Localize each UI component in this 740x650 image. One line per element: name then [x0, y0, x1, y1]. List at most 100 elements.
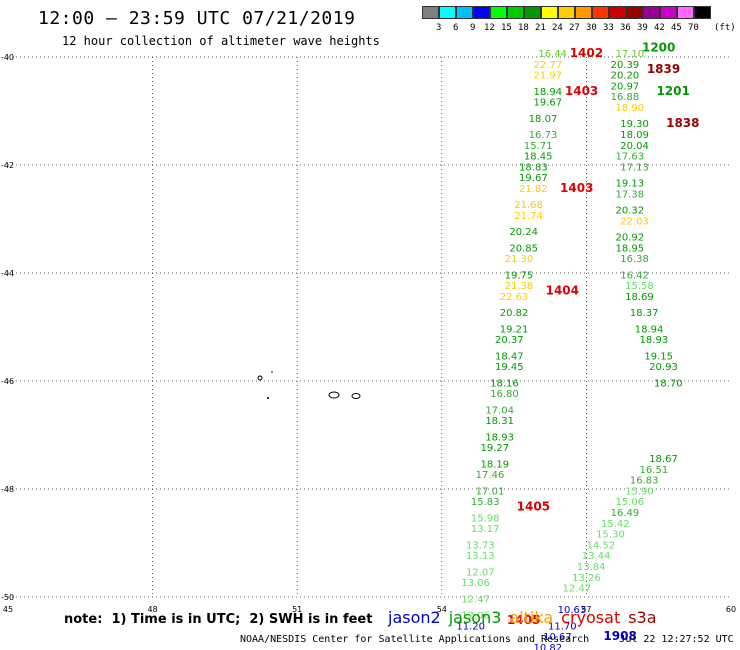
track-label: 18.47 [495, 351, 524, 362]
track-label: 22.77 [534, 60, 563, 71]
track-label: 20.85 [509, 243, 538, 254]
island-outline [328, 391, 340, 399]
track-label: 19.67 [534, 98, 563, 109]
colorbar-label: 36 [620, 23, 631, 33]
note-text: note: 1) Time is in UTC; 2) SWH is in fe… [64, 612, 373, 627]
colorbar-swatch [456, 6, 473, 19]
track-label: 18.19 [480, 459, 509, 470]
track-label: 10.63 [558, 605, 587, 616]
colorbar-label: 24 [552, 23, 563, 33]
track-label: 18.07 [529, 114, 558, 125]
x-tick-label: 45 [3, 605, 13, 614]
island-dot [267, 397, 269, 399]
track-label: 16.49 [611, 508, 640, 519]
y-tick-label: -42 [1, 161, 14, 170]
track-label: 13.44 [582, 551, 611, 562]
x-tick-label: 51 [292, 605, 302, 614]
colorbar-swatch [558, 6, 575, 19]
y-tick-label: -44 [1, 269, 14, 278]
track-label: 18.70 [654, 378, 683, 389]
island-dot [271, 371, 273, 373]
track-label: 15.98 [471, 513, 500, 524]
colorbar-swatch [592, 6, 609, 19]
track-label: 17.63 [615, 152, 644, 163]
track-label: 17.13 [620, 162, 649, 173]
y-tick-label: -46 [1, 377, 14, 386]
track-label: 16.44 [538, 49, 567, 60]
colorbar-swatch [626, 6, 643, 19]
track-label: 16.51 [640, 465, 669, 476]
track-label: 18.83 [519, 162, 548, 173]
track-label: 20.37 [495, 335, 524, 346]
track-label: 17.46 [476, 470, 505, 481]
satellite-legend-s3a: s3a [628, 608, 657, 627]
track-label: 14.52 [587, 540, 616, 551]
track-label: 17.38 [615, 189, 644, 200]
track-label: 21.74 [514, 211, 543, 222]
track-label: 16.88 [611, 92, 640, 103]
time-tag: 1838 [666, 116, 699, 130]
satellite-legend: jason2 jason3 altika cryosat s3a [388, 608, 665, 627]
track-label: 20.97 [611, 81, 640, 92]
y-tick-label: -48 [1, 485, 14, 494]
colorbar-swatch [439, 6, 456, 19]
colorbar-label: 30 [586, 23, 597, 33]
time-tag: 1908 [603, 629, 636, 643]
track-label: 18.31 [485, 416, 514, 427]
track-label: 18.95 [615, 243, 644, 254]
track-label: 12.07 [466, 567, 495, 578]
track-label: 12.06 [461, 611, 490, 622]
track-label: 22.63 [500, 292, 529, 303]
track-label: 18.45 [524, 152, 553, 163]
colorbar-swatch [660, 6, 677, 19]
track-label: 19.21 [500, 324, 529, 335]
track-label: 16.73 [529, 130, 558, 141]
colorbar-label: 6 [453, 23, 459, 33]
x-tick-label: 48 [148, 605, 158, 614]
colorbar-swatch [541, 6, 558, 19]
page-subtitle: 12 hour collection of altimeter wave hei… [62, 34, 380, 48]
satellite-legend-cryosat: cryosat [561, 608, 621, 627]
track-label: 12.47 [562, 584, 591, 595]
track-label: 21.97 [534, 71, 563, 82]
track-label: 13.13 [466, 551, 495, 562]
colorbar-swatch [609, 6, 626, 19]
track-label: 18.69 [625, 292, 654, 303]
colorbar-label: 18 [518, 23, 529, 33]
island-outline [351, 393, 361, 399]
track-label: 16.80 [490, 389, 519, 400]
colorbar-unit: (ft) [714, 23, 736, 33]
x-tick-label: 57 [581, 605, 591, 614]
colorbar-swatch [643, 6, 660, 19]
track-label: 16.38 [620, 254, 649, 265]
track-label: 21.30 [505, 254, 534, 265]
track-label: 22.03 [620, 216, 649, 227]
y-tick-label: -50 [1, 593, 14, 602]
track-label: 12.47 [461, 594, 490, 605]
track-label: 15.71 [524, 141, 553, 152]
time-tag: 1839 [647, 62, 680, 76]
track-label: 18.09 [620, 130, 649, 141]
track-label: 15.30 [596, 530, 625, 541]
track-label: 18.67 [649, 454, 678, 465]
track-label: 18.94 [635, 324, 664, 335]
colorbar-label: 9 [470, 23, 476, 33]
track-label: 15.90 [625, 486, 654, 497]
track-label: 15.42 [601, 519, 630, 530]
track-label: 17.01 [476, 486, 505, 497]
footer-credit: NOAA/NESDIS Center for Satellite Applica… [240, 634, 740, 645]
track-label: 17.04 [485, 405, 514, 416]
time-tag: 1405 [517, 500, 550, 514]
track-label: 21.82 [519, 184, 548, 195]
track-label: 21.38 [505, 281, 534, 292]
colorbar-label: 39 [637, 23, 648, 33]
track-label: 16.42 [620, 270, 649, 281]
track-label: 18.94 [534, 87, 563, 98]
track-label: 19.30 [620, 119, 649, 130]
track-label: 10.67 [543, 632, 572, 643]
track-label: 19.45 [495, 362, 524, 373]
colorbar-label: 33 [603, 23, 614, 33]
track-label: 18.93 [640, 335, 669, 346]
colorbar-label: 3 [436, 23, 442, 33]
